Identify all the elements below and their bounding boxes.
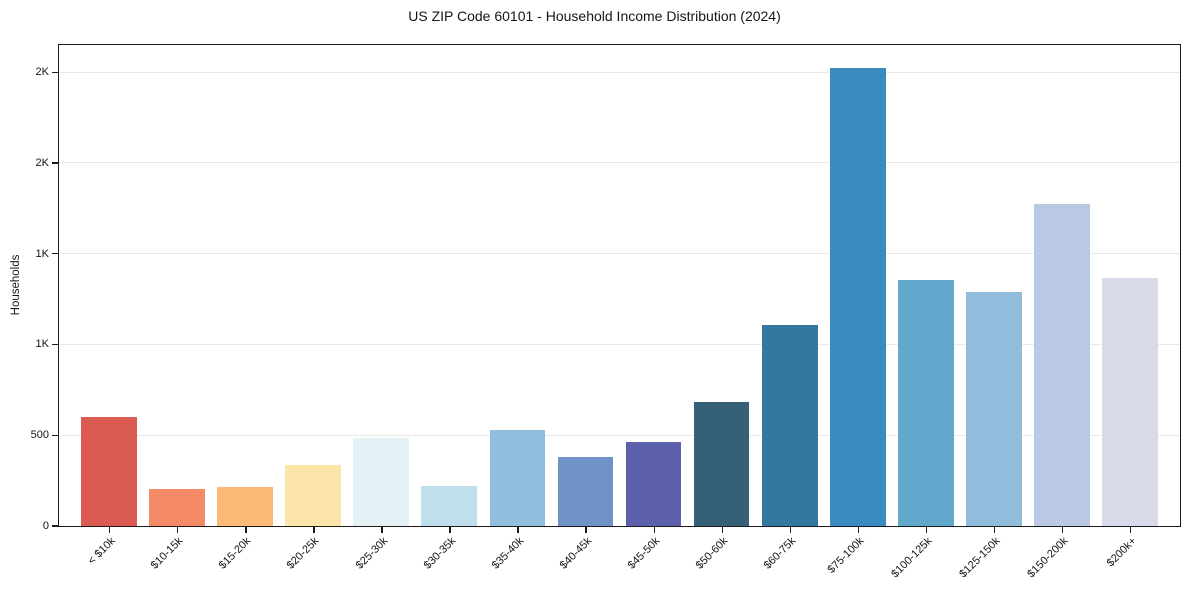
bar-$150-200k (1034, 203, 1090, 526)
bar-$30-35k (421, 486, 478, 526)
y-tick-mark (52, 525, 58, 527)
x-tick-label: $45-50k (625, 535, 663, 572)
x-tick-label: < $10k (85, 535, 118, 568)
x-tick-mark (245, 527, 247, 533)
x-tick-mark (653, 527, 655, 533)
bar-slot: $100-125k (889, 45, 960, 580)
bar-slot: $50-60k (688, 45, 756, 572)
bar-slot: $40-45k (551, 45, 619, 572)
gridline (59, 344, 1180, 345)
bar-slot: $45-50k (620, 45, 688, 572)
y-tick-mark (52, 71, 58, 73)
x-tick-mark (517, 527, 519, 533)
x-tick-label: $60-75k (761, 535, 799, 572)
x-tick-mark (1061, 527, 1064, 533)
x-tick-mark (789, 527, 792, 533)
y-tick-label: 1K (35, 338, 49, 351)
bar-slot: $150-200k (1025, 45, 1096, 580)
x-tick-mark (857, 527, 860, 533)
x-tick-mark (381, 527, 383, 533)
bar-$10-15k (149, 488, 205, 526)
bar-slot: $200k+ (1096, 45, 1164, 569)
chart-title: US ZIP Code 60101 - Household Income Dis… (408, 8, 781, 24)
y-tick-label: 0 (42, 520, 49, 532)
bar-$60-75k (761, 325, 818, 526)
bar-slot: $25-30k (347, 45, 415, 572)
x-tick-mark (585, 527, 587, 533)
bar-$125-150k (965, 291, 1022, 526)
x-tick-mark (313, 527, 315, 533)
bar-slot: $10-15k (143, 45, 211, 572)
bar-slot: $30-35k (415, 45, 483, 572)
y-tick-label: 2K (35, 66, 49, 79)
bar-$35-40k (489, 429, 546, 526)
gridline (59, 71, 1180, 73)
x-tick-mark (177, 527, 179, 533)
bar-$75-100k (829, 67, 886, 526)
x-tick-mark (449, 527, 451, 533)
y-tick-label: 500 (30, 429, 49, 442)
x-tick-mark (993, 527, 996, 533)
bar-$15-20k (217, 486, 274, 526)
bar-$100-125k (897, 280, 954, 526)
x-tick-label: $150-200k (1025, 535, 1071, 581)
bar-< $10k (81, 417, 137, 526)
x-tick-label: $200k+ (1104, 535, 1139, 570)
gridline (59, 434, 1180, 436)
x-tick-mark (925, 527, 928, 533)
bar-$200k+ (1102, 278, 1158, 526)
bar-slot: $125-150k (957, 45, 1028, 580)
x-tick-label: $30-35k (421, 535, 458, 572)
y-tick-label: 2K (35, 156, 49, 169)
x-tick-label: $35-40k (489, 535, 526, 572)
bar-slot: $35-40k (483, 45, 551, 572)
bar-slot: $20-25k (279, 45, 347, 572)
bar-slot: $15-20k (211, 45, 279, 572)
x-tick-label: $75-100k (825, 535, 867, 576)
bar-slot: $75-100k (824, 45, 892, 576)
gridline (59, 253, 1180, 255)
x-tick-label: $40-45k (557, 535, 594, 572)
bar-slot: < $10k (75, 45, 143, 567)
bars-row: < $10k $10-15k $15-20k $20-25k $25-30k $30-35… (75, 45, 1164, 580)
x-tick-label: $25-30k (353, 535, 390, 572)
plot-area: 0 500 1K 1K 2K 2K < $10k $10-15k $15-20k $20-25k… (31, 44, 1181, 580)
bar-$20-25k (285, 465, 342, 526)
x-tick-mark (109, 527, 111, 533)
x-tick-label: $20-25k (285, 535, 322, 572)
y-tick-mark (52, 253, 58, 255)
x-tick-label: $100-125k (889, 535, 935, 581)
y-tick-mark (52, 434, 58, 436)
y-axis-label: Households (10, 254, 22, 316)
x-tick-label: $10-15k (148, 535, 186, 572)
gridline (59, 162, 1180, 164)
bar-$25-30k (353, 437, 410, 526)
x-tick-label: $125-150k (957, 535, 1003, 581)
x-tick-label: $15-20k (217, 535, 254, 572)
bar-$50-60k (693, 401, 750, 526)
y-tick-mark (52, 343, 58, 346)
x-tick-mark (1129, 527, 1132, 533)
x-tick-label: $50-60k (693, 535, 731, 572)
y-tick-mark (52, 162, 58, 164)
bar-$45-50k (625, 441, 682, 526)
bar-$40-45k (557, 457, 614, 526)
x-tick-mark (721, 527, 723, 533)
bar-slot: $60-75k (756, 45, 824, 572)
y-tick-label: 1K (35, 247, 49, 260)
